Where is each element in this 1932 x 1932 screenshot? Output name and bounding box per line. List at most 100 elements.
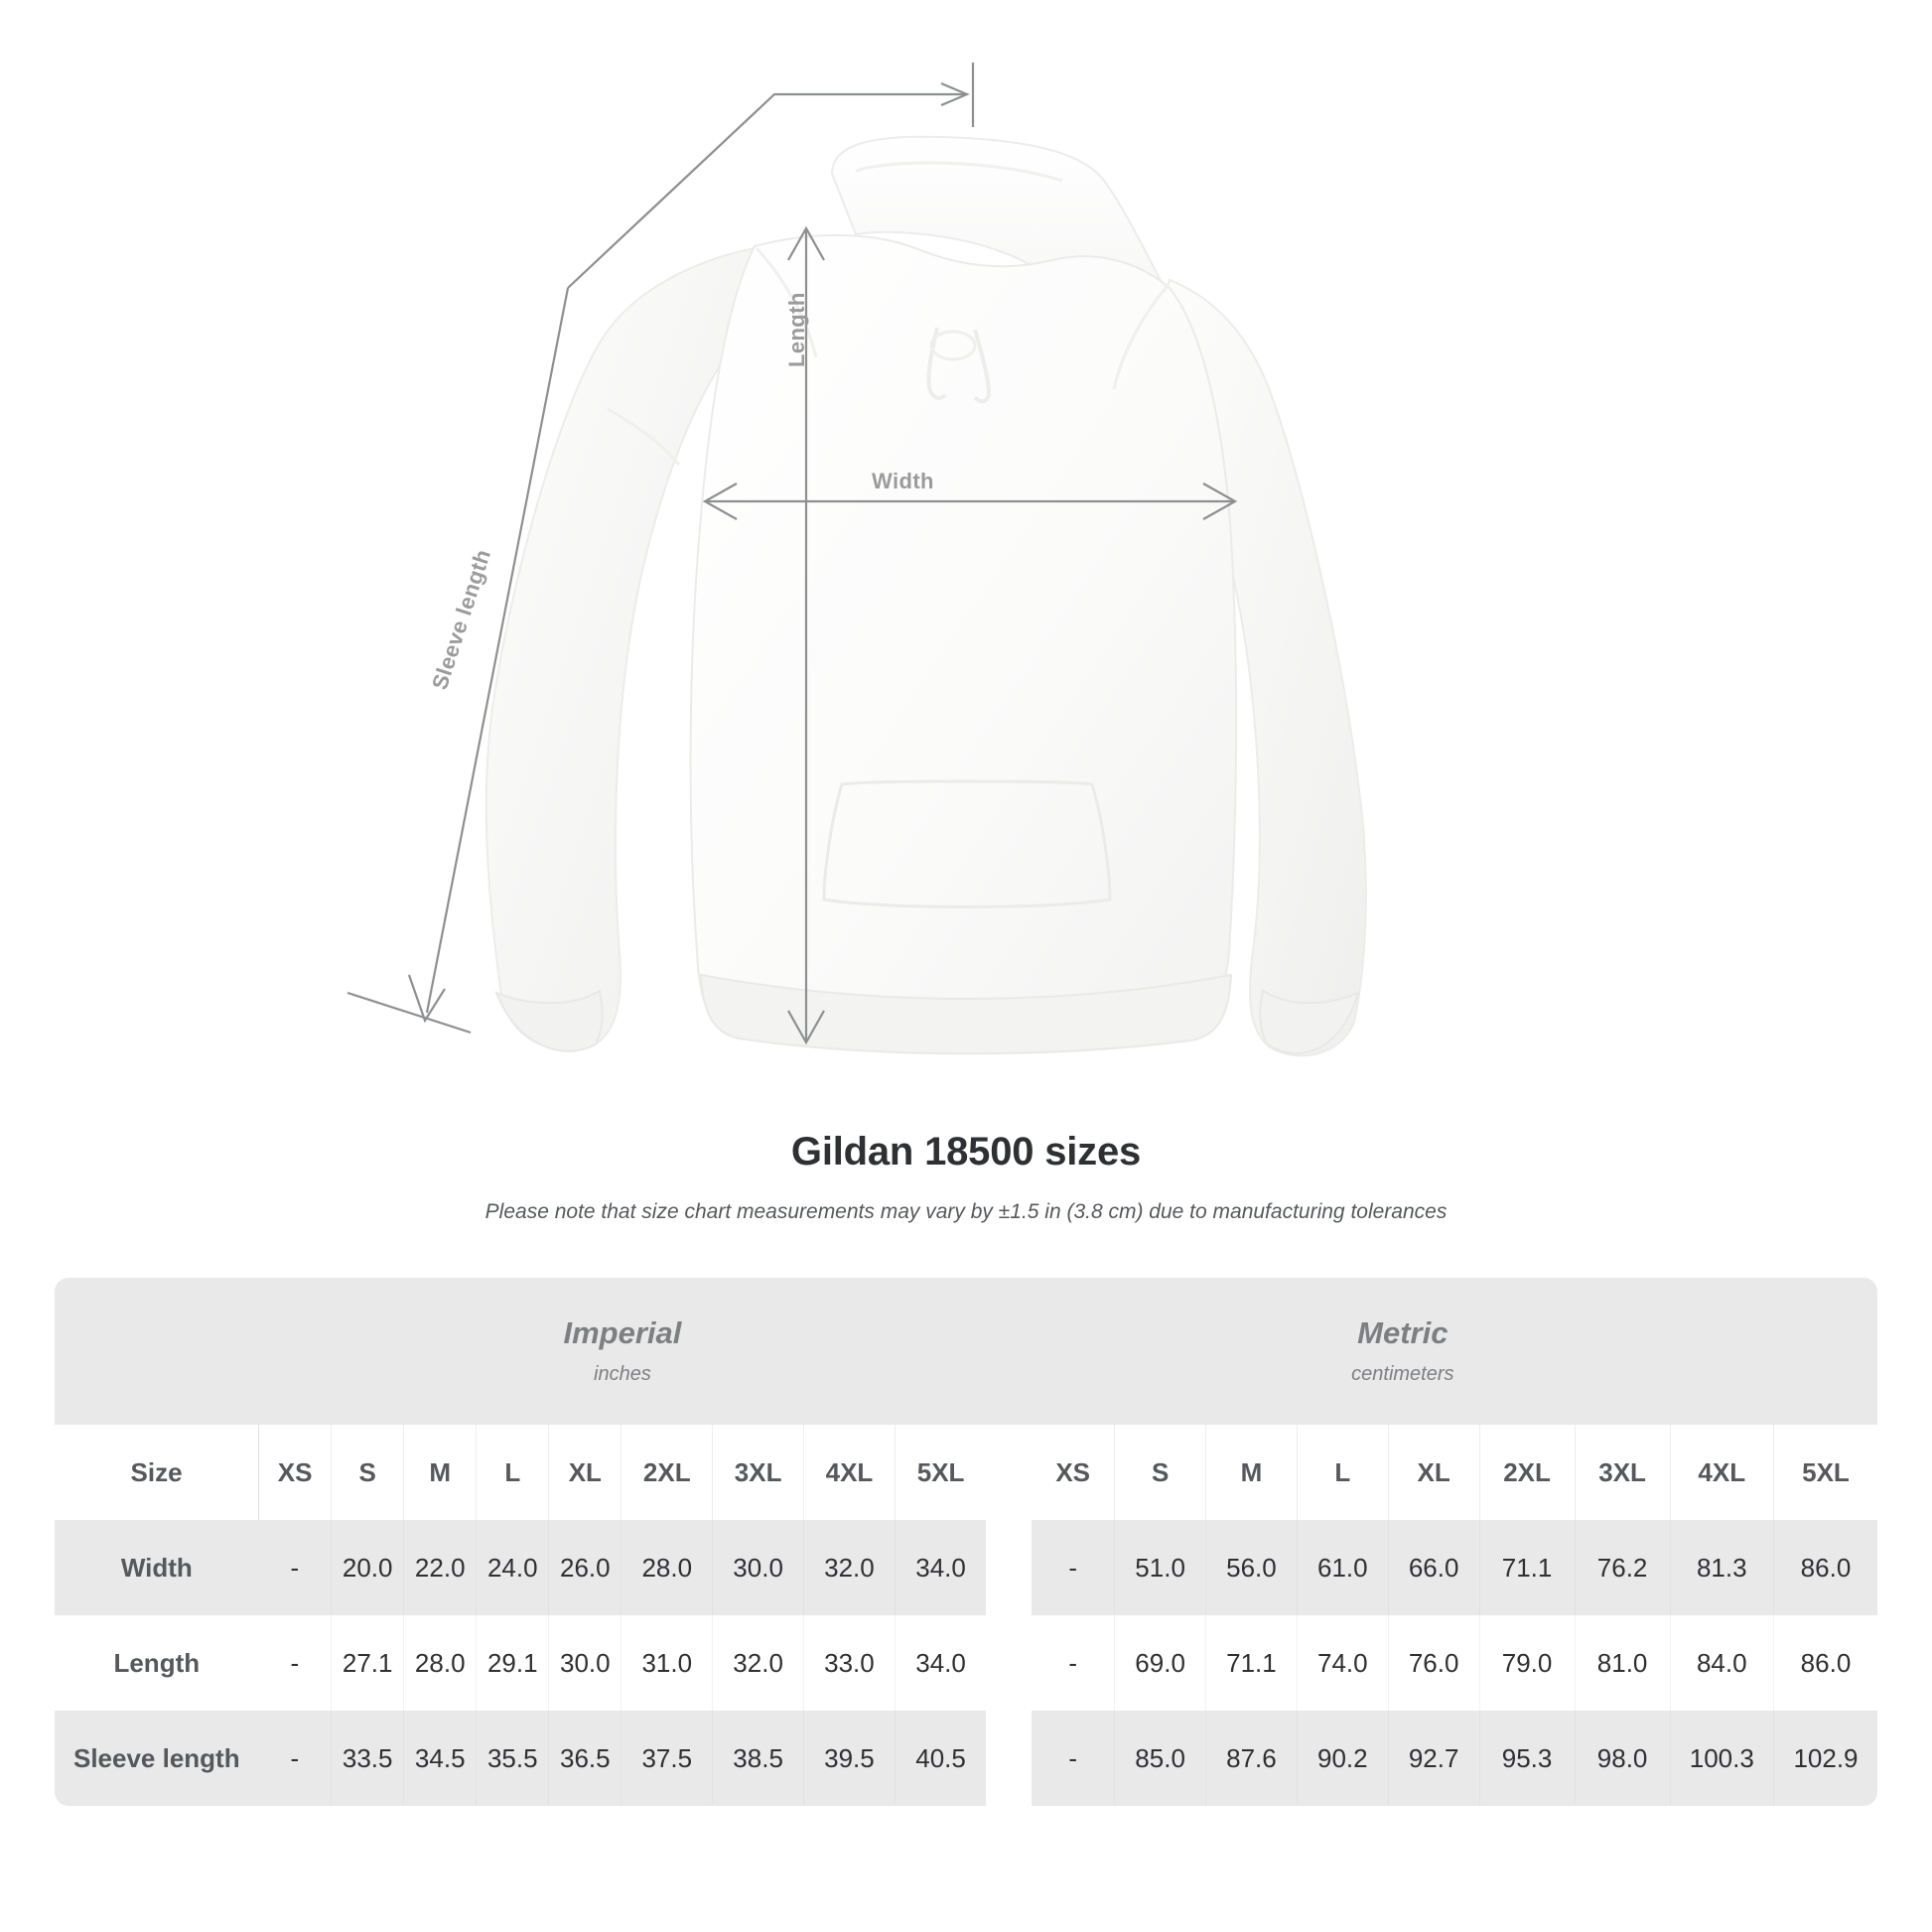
size-header-metric-xl: XL (1387, 1425, 1480, 1520)
size-header-metric-3xl: 3XL (1574, 1425, 1671, 1520)
page-title: Gildan 18500 sizes (790, 1130, 1142, 1173)
row-label-length: Length (55, 1615, 259, 1711)
size-table-container: Imperial inches Metric centimeters Size … (55, 1278, 1877, 1806)
cell-width-imperial-s: 20.0 (331, 1520, 404, 1615)
table-row: Length - 27.1 28.0 29.1 30.0 31.0 32.0 3… (55, 1615, 1877, 1711)
cell-length-imperial-5xl: 34.0 (894, 1615, 987, 1711)
size-header-separator (986, 1425, 1033, 1520)
cell-width-imperial-4xl: 32.0 (803, 1520, 896, 1615)
cell-sleeve-metric-5xl: 102.9 (1772, 1711, 1877, 1806)
row-separator-sleeve (986, 1711, 1033, 1806)
system-imperial-name: Imperial (563, 1315, 682, 1351)
cell-length-metric-3xl: 81.0 (1574, 1615, 1671, 1711)
tolerance-note: Please note that size chart measurements… (484, 1200, 1448, 1223)
cell-width-imperial-3xl: 30.0 (712, 1520, 804, 1615)
size-header-imperial-m: M (403, 1425, 477, 1520)
row-separator-length (986, 1615, 1033, 1711)
cell-width-metric-m: 56.0 (1205, 1520, 1298, 1615)
size-header-row: Size XS S M L XL 2XL 3XL 4XL 5XL XS S M … (55, 1425, 1877, 1520)
cell-width-imperial-l: 24.0 (476, 1520, 549, 1615)
cell-length-imperial-2xl: 31.0 (621, 1615, 713, 1711)
cell-sleeve-metric-l: 90.2 (1296, 1711, 1389, 1806)
sleeve-leader-top (567, 63, 975, 289)
system-imperial: Imperial inches (258, 1278, 987, 1425)
system-metric-unit: centimeters (1351, 1362, 1454, 1385)
size-header-imperial-5xl: 5XL (894, 1425, 987, 1520)
cell-length-metric-2xl: 79.0 (1478, 1615, 1576, 1711)
cell-sleeve-metric-4xl: 100.3 (1669, 1711, 1774, 1806)
cell-sleeve-imperial-s: 33.5 (331, 1711, 404, 1806)
cell-sleeve-metric-2xl: 95.3 (1478, 1711, 1576, 1806)
cell-length-metric-l: 74.0 (1296, 1615, 1389, 1711)
cell-length-imperial-xl: 30.0 (548, 1615, 621, 1711)
cell-width-metric-2xl: 71.1 (1478, 1520, 1576, 1615)
size-header-metric-2xl: 2XL (1478, 1425, 1576, 1520)
cell-length-imperial-3xl: 32.0 (712, 1615, 804, 1711)
cell-length-imperial-s: 27.1 (331, 1615, 404, 1711)
size-header-imperial-l: L (476, 1425, 549, 1520)
system-spacer-right (1773, 1278, 1877, 1425)
size-header-metric-s: S (1114, 1425, 1206, 1520)
cell-width-metric-5xl: 86.0 (1772, 1520, 1877, 1615)
length-dimension (787, 225, 825, 1045)
cell-sleeve-imperial-4xl: 39.5 (803, 1711, 896, 1806)
width-dimension (702, 483, 1238, 520)
cell-sleeve-imperial-m: 34.5 (403, 1711, 477, 1806)
length-label: Length (784, 292, 809, 367)
table-row: Width - 20.0 22.0 24.0 26.0 28.0 30.0 32… (55, 1520, 1877, 1615)
size-header-metric-m: M (1205, 1425, 1298, 1520)
size-header-imperial-2xl: 2XL (621, 1425, 713, 1520)
measurement-annotations (346, 63, 1238, 1045)
cell-width-metric-l: 61.0 (1296, 1520, 1389, 1615)
cell-width-imperial-m: 22.0 (403, 1520, 477, 1615)
size-header-imperial-xs: XS (258, 1425, 332, 1520)
cell-width-imperial-2xl: 28.0 (621, 1520, 713, 1615)
cell-length-imperial-xs: - (258, 1615, 332, 1711)
cell-sleeve-imperial-3xl: 38.5 (712, 1711, 804, 1806)
cell-sleeve-metric-s: 85.0 (1114, 1711, 1206, 1806)
size-header-imperial-xl: XL (548, 1425, 621, 1520)
cell-length-metric-s: 69.0 (1114, 1615, 1206, 1711)
cell-length-metric-xl: 76.0 (1387, 1615, 1480, 1711)
cell-sleeve-metric-xs: - (1032, 1711, 1115, 1806)
cell-length-imperial-l: 29.1 (476, 1615, 549, 1711)
row-separator-width (986, 1520, 1033, 1615)
cell-length-imperial-m: 28.0 (403, 1615, 477, 1711)
size-header-imperial-4xl: 4XL (803, 1425, 896, 1520)
cell-width-imperial-xl: 26.0 (548, 1520, 621, 1615)
system-metric: Metric centimeters (1032, 1278, 1774, 1425)
row-label-sleeve-length: Sleeve length (55, 1711, 259, 1806)
cell-sleeve-imperial-5xl: 40.5 (894, 1711, 987, 1806)
cell-sleeve-imperial-xs: - (258, 1711, 332, 1806)
size-header-label: Size (55, 1425, 260, 1520)
cell-length-metric-5xl: 86.0 (1772, 1615, 1877, 1711)
sleeve-length-dimension (346, 287, 570, 1035)
size-header-imperial-s: S (331, 1425, 404, 1520)
title-block: Gildan 18500 sizes Please note that size… (0, 1130, 1932, 1224)
cell-sleeve-imperial-xl: 36.5 (548, 1711, 621, 1806)
width-label: Width (872, 469, 934, 493)
cell-width-imperial-5xl: 34.0 (894, 1520, 987, 1615)
system-separator (986, 1278, 1033, 1425)
cell-length-imperial-4xl: 33.0 (803, 1615, 896, 1711)
cell-length-metric-4xl: 84.0 (1669, 1615, 1774, 1711)
system-imperial-unit: inches (594, 1362, 651, 1385)
hoodie-illustration (346, 63, 1367, 1057)
cell-width-metric-3xl: 76.2 (1574, 1520, 1671, 1615)
cell-length-metric-m: 71.1 (1205, 1615, 1298, 1711)
cell-width-metric-xs: - (1032, 1520, 1115, 1615)
cell-sleeve-metric-m: 87.6 (1205, 1711, 1298, 1806)
cell-sleeve-imperial-l: 35.5 (476, 1711, 549, 1806)
cell-sleeve-imperial-2xl: 37.5 (621, 1711, 713, 1806)
size-chart-table: Imperial inches Metric centimeters Size … (55, 1278, 1877, 1806)
cell-length-metric-xs: - (1032, 1615, 1115, 1711)
size-header-metric-4xl: 4XL (1669, 1425, 1774, 1520)
cell-width-metric-4xl: 81.3 (1669, 1520, 1774, 1615)
garment-diagram: Length Width Sleeve length (346, 63, 1367, 1057)
size-header-imperial-3xl: 3XL (712, 1425, 804, 1520)
size-header-metric-5xl: 5XL (1772, 1425, 1877, 1520)
table-row: Sleeve length - 33.5 34.5 35.5 36.5 37.5… (55, 1711, 1877, 1806)
cell-width-metric-xl: 66.0 (1387, 1520, 1480, 1615)
cell-sleeve-metric-xl: 92.7 (1387, 1711, 1480, 1806)
